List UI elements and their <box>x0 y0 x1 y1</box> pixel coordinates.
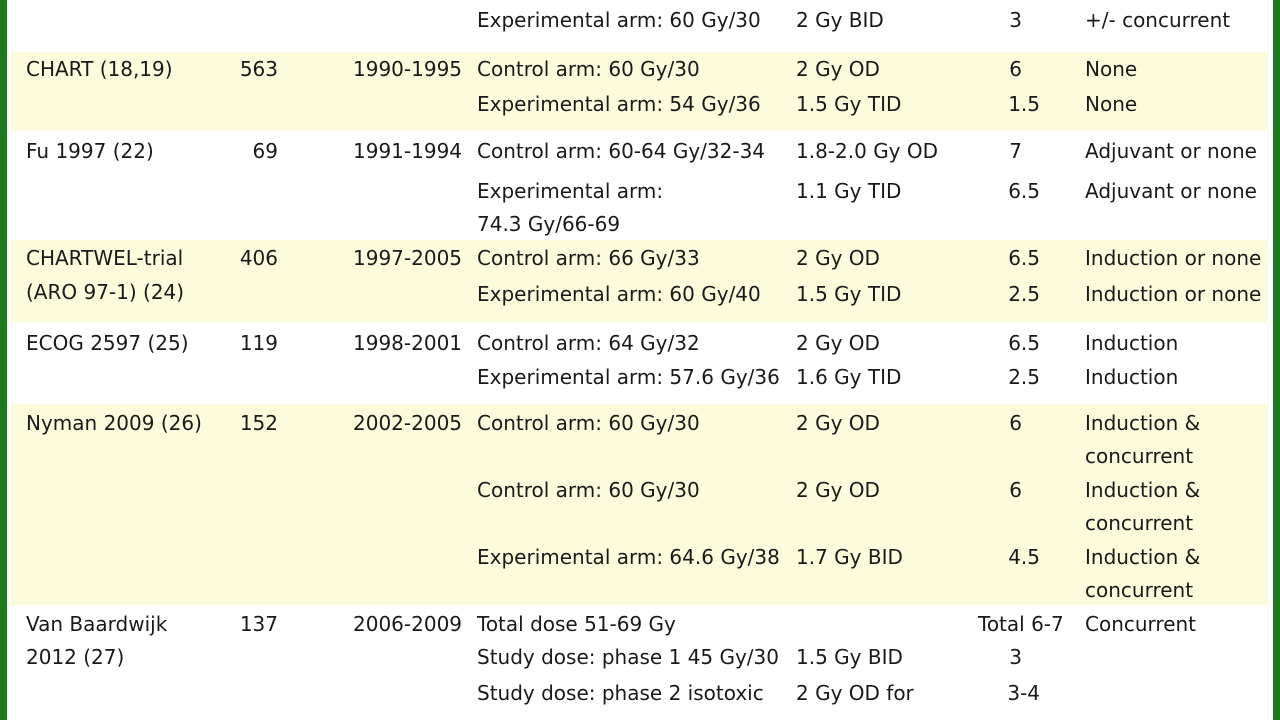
fraction-cell: 2 Gy OD <box>796 246 880 270</box>
weeks-cell: 6 <box>1009 411 1022 435</box>
fraction-cell: 2 Gy OD <box>796 478 880 502</box>
weeks-cell: 3 <box>1009 8 1022 32</box>
weeks-cell: 6.5 <box>1008 246 1040 270</box>
weeks-cell: 2.5 <box>1008 365 1040 389</box>
arm-cell: Control arm: 60 Gy/30 <box>477 411 700 435</box>
fraction-cell: 1.7 Gy BID <box>796 545 903 569</box>
arm-cell: Control arm: 64 Gy/32 <box>477 331 700 355</box>
arm-cell: Experimental arm: 64.6 Gy/38 <box>477 545 780 569</box>
weeks-cell: 7 <box>1009 139 1022 163</box>
arm-cell: Experimental arm: 60 Gy/40 <box>477 282 761 306</box>
n-cell: 563 <box>239 57 278 81</box>
chemo-cell: Induction & <box>1085 545 1201 569</box>
chemo-cell: None <box>1085 92 1138 116</box>
chemo-cell-cont: concurrent <box>1085 444 1194 468</box>
study-cell: CHARTWEL-trial <box>26 246 184 270</box>
arm-cell: Control arm: 66 Gy/33 <box>477 246 700 270</box>
weeks-cell: 6 <box>1009 57 1022 81</box>
arm-cell: Experimental arm: 60 Gy/30 <box>477 8 761 32</box>
n-cell: 69 <box>252 139 278 163</box>
fraction-cell: 2 Gy OD <box>796 411 880 435</box>
left-border <box>0 0 7 720</box>
years-cell: 1991-1994 <box>353 139 463 163</box>
weeks-cell: 3-4 <box>1007 681 1040 705</box>
chemo-cell: Concurrent <box>1085 612 1197 636</box>
row-background <box>10 240 1268 322</box>
row-background <box>10 52 1268 131</box>
fraction-cell: 1.6 Gy TID <box>796 365 902 389</box>
years-cell: 1997-2005 <box>353 246 463 270</box>
chemo-cell: Adjuvant or none <box>1085 139 1257 163</box>
right-border <box>1273 0 1280 720</box>
fraction-cell: 1.5 Gy TID <box>796 282 902 306</box>
fraction-cell: 1.8-2.0 Gy OD <box>796 139 939 163</box>
years-cell: 2002-2005 <box>353 411 463 435</box>
weeks-cell: Total 6-7 <box>978 612 1064 636</box>
fraction-cell: 1.5 Gy TID <box>796 92 902 116</box>
weeks-cell: 1.5 <box>1008 92 1040 116</box>
weeks-cell: 6.5 <box>1008 179 1040 203</box>
n-cell: 152 <box>239 411 278 435</box>
chemo-cell: Induction <box>1085 365 1179 389</box>
arm-cell-cont: 74.3 Gy/66-69 <box>477 212 621 236</box>
arm-cell: Total dose 51-69 Gy <box>477 612 676 636</box>
chemo-cell: Induction <box>1085 331 1179 355</box>
study-cell: Fu 1997 (22) <box>26 139 154 163</box>
arm-cell: Control arm: 60-64 Gy/32-34 <box>477 139 766 163</box>
chemo-cell-cont: concurrent <box>1085 511 1194 535</box>
study-cell: CHART (18,19) <box>26 57 173 81</box>
study-cell-cont: 2012 (27) <box>26 645 125 669</box>
weeks-cell: 4.5 <box>1008 545 1040 569</box>
years-cell: 1990-1995 <box>353 57 463 81</box>
study-cell-cont: (ARO 97-1) (24) <box>26 280 185 304</box>
chemo-cell: Induction & <box>1085 411 1201 435</box>
n-cell: 119 <box>239 331 278 355</box>
arm-cell: Study dose: phase 1 45 Gy/30 <box>477 645 779 669</box>
chemo-cell: Induction or none <box>1085 246 1262 270</box>
fraction-cell: 2 Gy OD <box>796 57 880 81</box>
weeks-cell: 3 <box>1009 645 1022 669</box>
chemo-cell: None <box>1085 57 1138 81</box>
row-background <box>10 404 1268 606</box>
fraction-cell: 1.1 Gy TID <box>796 179 902 203</box>
fraction-cell: 2 Gy OD for <box>796 681 914 705</box>
chemo-cell-cont: concurrent <box>1085 578 1194 602</box>
chemo-cell: Induction or none <box>1085 282 1262 306</box>
arm-cell: Control arm: 60 Gy/30 <box>477 57 700 81</box>
study-cell: Van Baardwijk <box>26 612 168 636</box>
study-cell: ECOG 2597 (25) <box>26 331 189 355</box>
arm-cell: Experimental arm: 54 Gy/36 <box>477 92 761 116</box>
fraction-cell: 2 Gy OD <box>796 331 880 355</box>
years-cell: 1998-2001 <box>353 331 463 355</box>
weeks-cell: 6 <box>1009 478 1022 502</box>
arm-cell: Experimental arm: 57.6 Gy/36 <box>477 365 780 389</box>
fraction-cell: 2 Gy BID <box>796 8 884 32</box>
n-cell: 137 <box>239 612 278 636</box>
years-cell: 2006-2009 <box>353 612 463 636</box>
weeks-cell: 6.5 <box>1008 331 1040 355</box>
chemo-cell: +/- concurrent <box>1085 8 1231 32</box>
study-cell: Nyman 2009 (26) <box>26 411 202 435</box>
chemo-cell: Induction & <box>1085 478 1201 502</box>
chemo-cell: Adjuvant or none <box>1085 179 1257 203</box>
arm-cell: Experimental arm: <box>477 179 664 203</box>
arm-cell: Study dose: phase 2 isotoxic <box>477 681 764 705</box>
n-cell: 406 <box>239 246 278 270</box>
weeks-cell: 2.5 <box>1008 282 1040 306</box>
fraction-cell: 1.5 Gy BID <box>796 645 903 669</box>
arm-cell: Control arm: 60 Gy/30 <box>477 478 700 502</box>
